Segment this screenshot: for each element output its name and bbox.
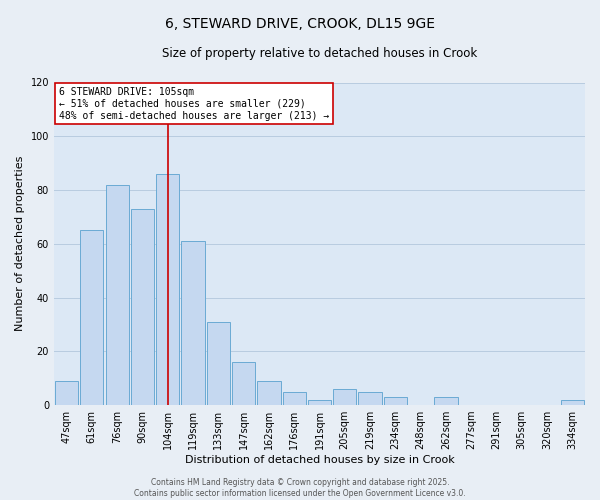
X-axis label: Distribution of detached houses by size in Crook: Distribution of detached houses by size …	[185, 455, 454, 465]
Text: Contains HM Land Registry data © Crown copyright and database right 2025.
Contai: Contains HM Land Registry data © Crown c…	[134, 478, 466, 498]
Bar	[55, 381, 78, 405]
Bar	[257, 381, 281, 405]
Bar	[383, 397, 407, 405]
Bar	[561, 400, 584, 405]
Bar	[308, 400, 331, 405]
Bar	[358, 392, 382, 405]
Bar	[232, 362, 255, 405]
Bar	[80, 230, 103, 405]
Text: 6 STEWARD DRIVE: 105sqm
← 51% of detached houses are smaller (229)
48% of semi-d: 6 STEWARD DRIVE: 105sqm ← 51% of detache…	[59, 88, 329, 120]
Bar	[206, 322, 230, 405]
Bar	[333, 389, 356, 405]
Bar	[106, 184, 129, 405]
Bar	[434, 397, 458, 405]
Y-axis label: Number of detached properties: Number of detached properties	[15, 156, 25, 332]
Bar	[181, 241, 205, 405]
Bar	[156, 174, 179, 405]
Title: Size of property relative to detached houses in Crook: Size of property relative to detached ho…	[162, 48, 477, 60]
Bar	[131, 209, 154, 405]
Text: 6, STEWARD DRIVE, CROOK, DL15 9GE: 6, STEWARD DRIVE, CROOK, DL15 9GE	[165, 18, 435, 32]
Bar	[283, 392, 306, 405]
